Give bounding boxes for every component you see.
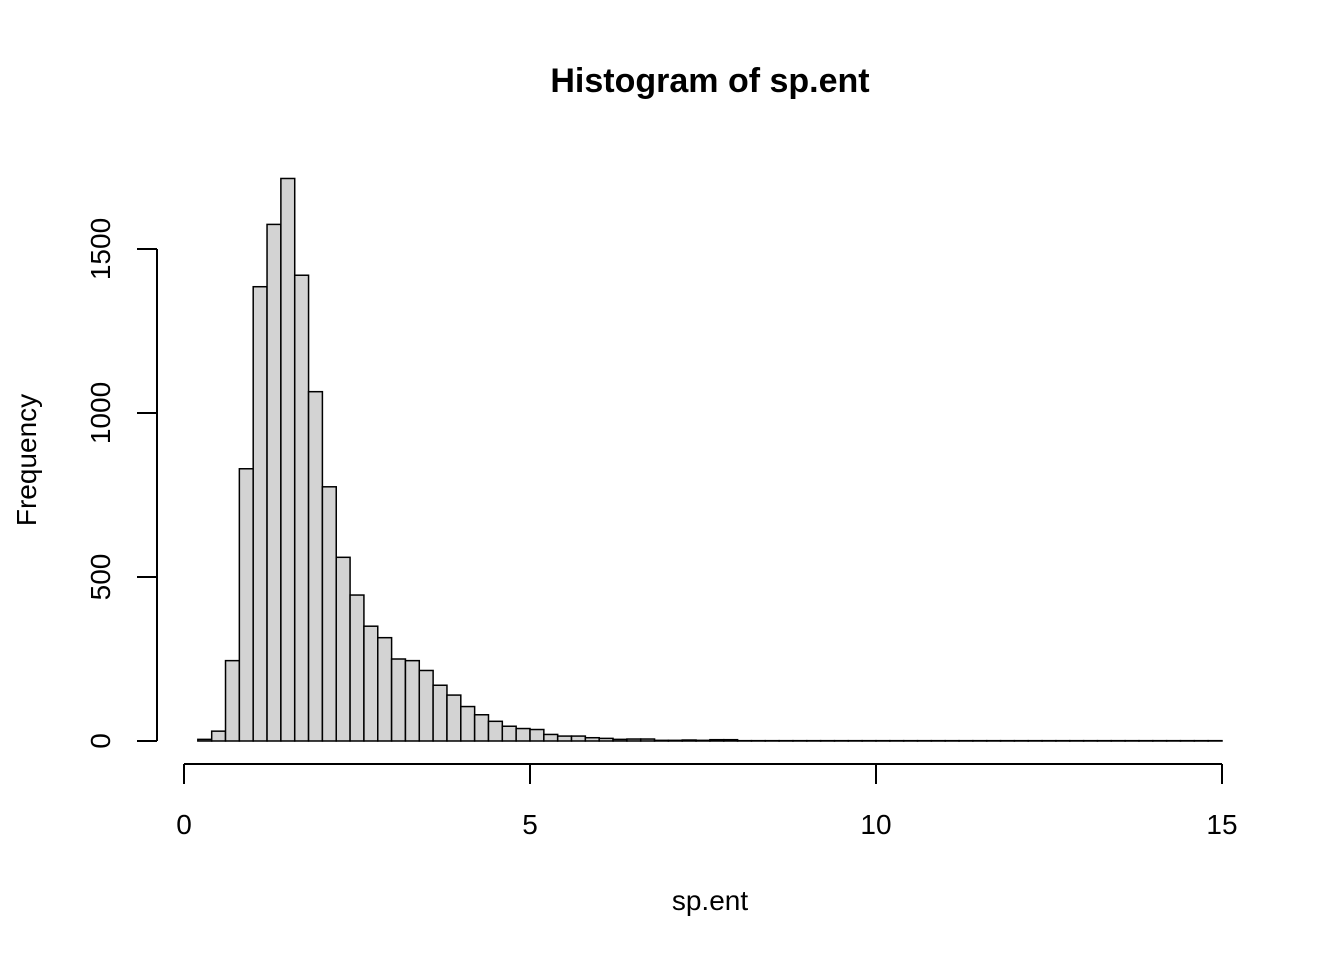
histogram-bar [556, 735, 573, 742]
histogram-bar [335, 556, 351, 742]
histogram-bar [529, 728, 545, 742]
y-tick-label: 1500 [85, 218, 116, 280]
x-axis-label: sp.ent [672, 885, 748, 916]
histogram-bar [653, 739, 670, 742]
histogram-bar [667, 739, 683, 742]
histogram-bar [210, 730, 227, 742]
histogram-bar [723, 738, 739, 742]
y-tick-label: 1000 [85, 382, 116, 444]
histogram-bar [390, 658, 407, 742]
histogram-bar [418, 669, 434, 742]
histogram-bar [377, 636, 393, 742]
histogram-bar [695, 739, 711, 742]
x-tick-label: 10 [860, 809, 891, 840]
histogram-bar [612, 738, 628, 742]
histogram-bar [321, 486, 337, 742]
histogram-bar [543, 733, 559, 742]
histogram-bar [460, 705, 476, 742]
histogram-bar [280, 177, 296, 742]
histogram-bar [404, 659, 421, 742]
histogram-bar [238, 468, 254, 742]
histogram-bar [639, 738, 656, 742]
histogram-bar [598, 737, 614, 742]
histogram-bar [446, 694, 462, 742]
histogram-bar [307, 390, 324, 742]
chart-title: Histogram of sp.ent [550, 62, 869, 100]
histogram-bar [224, 659, 241, 742]
y-tick-label: 0 [85, 733, 116, 749]
histogram-bar [349, 594, 365, 742]
histogram-bar [487, 720, 504, 742]
histogram-bar [709, 738, 725, 742]
histogram-bar [252, 285, 268, 742]
y-axis-label: Frequency [11, 394, 42, 526]
histogram-bar [681, 739, 697, 742]
histogram-bar [432, 684, 448, 742]
x-tick-label: 5 [522, 809, 538, 840]
x-axis: 0 5 10 15 [176, 763, 1238, 840]
x-tick-label: 15 [1206, 809, 1237, 840]
histogram-bar [626, 738, 642, 742]
histogram-bar [515, 727, 531, 742]
histogram-bar [363, 625, 379, 742]
histogram-bar [197, 738, 213, 742]
histogram-bar [584, 736, 600, 742]
x-tick-label: 0 [176, 809, 192, 840]
histogram-bar [501, 725, 517, 742]
histogram-bar [266, 223, 282, 742]
histogram-bars [197, 177, 1223, 742]
y-tick-label: 500 [85, 554, 116, 601]
histogram-bar [293, 274, 310, 742]
histogram-bar [473, 714, 490, 742]
histogram-bar [570, 735, 587, 742]
y-axis: 0 500 1000 1500 [85, 218, 158, 749]
